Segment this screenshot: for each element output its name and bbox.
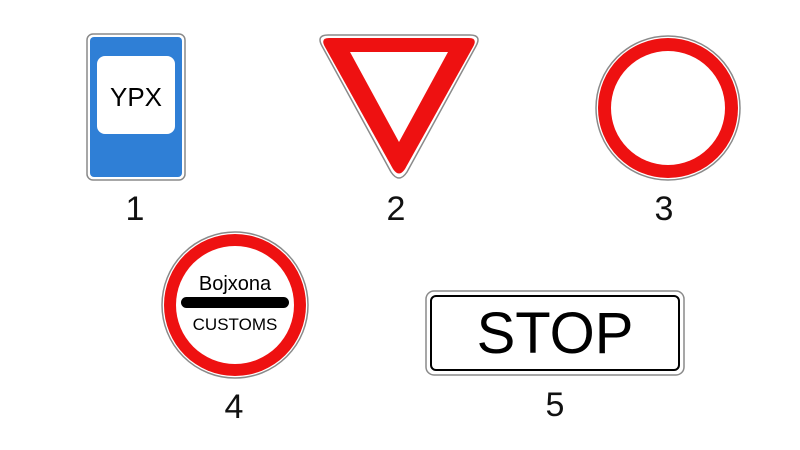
sign-4-barrier-bar: [181, 297, 289, 308]
sign-5-number: 5: [545, 386, 565, 424]
sign-3-red-circle: [595, 35, 741, 181]
sign-3-number: 3: [654, 190, 674, 228]
sign-4-text-bottom: CUSTOMS: [193, 315, 278, 334]
sign-4-number: 4: [224, 388, 244, 426]
sign-2-yield-triangle: [319, 34, 479, 179]
sign-4-text-top: Bojxona: [199, 273, 272, 295]
sign-5-text: STOP: [477, 301, 634, 366]
sign-2-number: 2: [386, 190, 406, 228]
sign-1-text: YPX: [110, 82, 162, 112]
sign-1-number: 1: [125, 190, 145, 228]
sign-4-customs: Bojxona CUSTOMS: [161, 231, 309, 379]
sign-5-stop-plate: STOP: [425, 290, 685, 376]
sign-1-bus-stop: YPX: [86, 33, 186, 181]
